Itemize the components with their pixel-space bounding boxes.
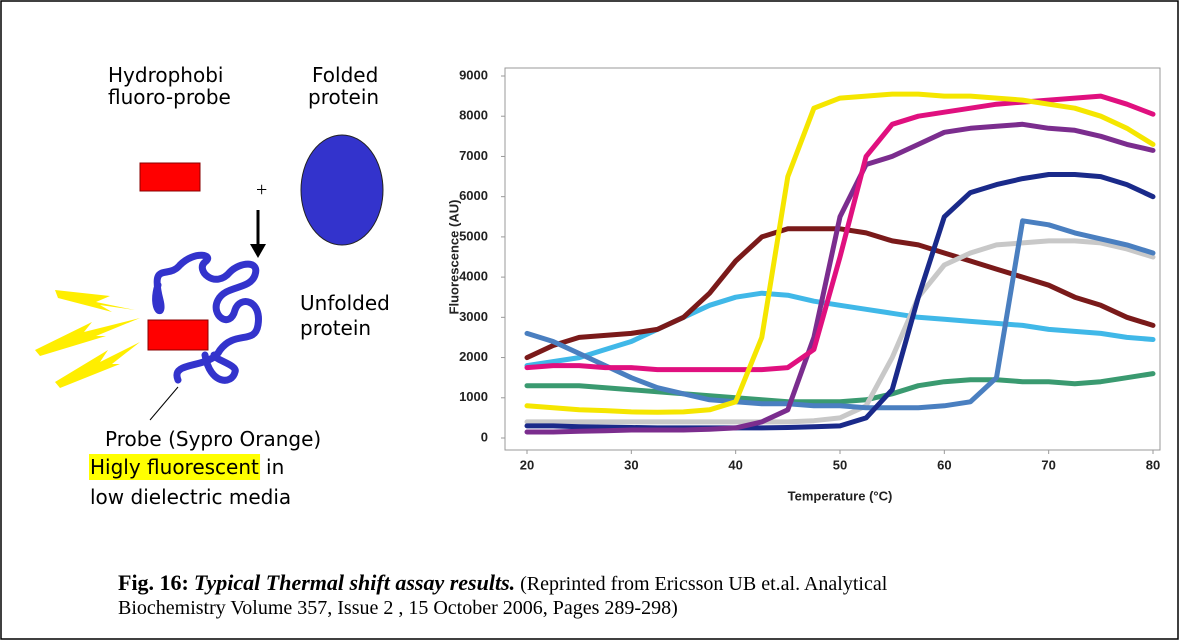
data-line	[524, 371, 1156, 405]
y-tick-label: 9000	[459, 67, 488, 82]
data-line	[524, 238, 1156, 425]
x-tick-label: 30	[624, 457, 638, 472]
data-line	[524, 226, 1156, 361]
media-text: low dielectric media	[90, 485, 291, 509]
y-axis-title: Fluorescence (AU)	[446, 200, 461, 315]
y-tick-label: 5000	[459, 228, 488, 243]
data-line	[524, 121, 1156, 435]
pointer	[149, 386, 179, 421]
data-line	[524, 91, 1156, 415]
y-tick-label: 0	[481, 429, 488, 444]
y-tick-label: 3000	[459, 309, 488, 324]
plus-sign: +	[256, 179, 267, 201]
arrow-head	[250, 244, 266, 258]
caption-source: Biochemistry Volume 357, Issue 2 , 15 Oc…	[118, 597, 678, 619]
folded-protein	[300, 134, 384, 246]
x-tick-label: 60	[937, 457, 951, 472]
caption-source: (Reprinted from Ericsson UB et.al. Analy…	[520, 573, 888, 595]
protein-label: Folded	[312, 63, 378, 87]
highlight-text: Higly fluorescent	[90, 455, 259, 479]
chart: Temperature (°C) Fluorescence (AU) 0 1000…	[446, 67, 1161, 503]
y-tick-label: 6000	[459, 188, 488, 203]
x-tick-label: 80	[1146, 457, 1160, 472]
x-tick-label: 50	[833, 457, 847, 472]
x-tick-label: 70	[1041, 457, 1055, 472]
highlight	[89, 454, 261, 480]
probe-name: Probe (Sypro Orange)	[105, 427, 321, 451]
y-tick-label: 2000	[459, 349, 488, 364]
probe-label: Hydrophobi	[108, 63, 223, 87]
y-tick-label: 1000	[459, 389, 488, 404]
probe-label: fluoro-probe	[108, 85, 231, 109]
bound-probe-icon	[147, 319, 209, 351]
y-tick-label: 8000	[459, 108, 488, 123]
y-tick-label: 4000	[459, 269, 488, 284]
x-axis-title: Temperature (°C)	[788, 488, 893, 503]
unfolded-label: protein	[300, 316, 371, 340]
unfolded-protein	[152, 251, 262, 384]
data-line	[524, 93, 1156, 373]
x-tick-label: 20	[520, 457, 534, 472]
data-line	[524, 290, 1156, 369]
data-line	[524, 218, 1156, 411]
probe-icon	[139, 162, 201, 192]
light-bolts	[35, 290, 140, 388]
caption-line: Fig. 16: Typical Thermal shift assay res…	[118, 570, 888, 595]
protein-label: protein	[308, 85, 379, 109]
unfolded-label: Unfolded	[300, 291, 390, 315]
y-tick-label: 7000	[459, 148, 488, 163]
caption-label: Fig. 16:	[118, 570, 189, 595]
x-tick-label: 40	[728, 457, 742, 472]
highlight-rest: in	[266, 455, 284, 479]
caption-title: Typical Thermal shift assay results.	[194, 570, 515, 595]
